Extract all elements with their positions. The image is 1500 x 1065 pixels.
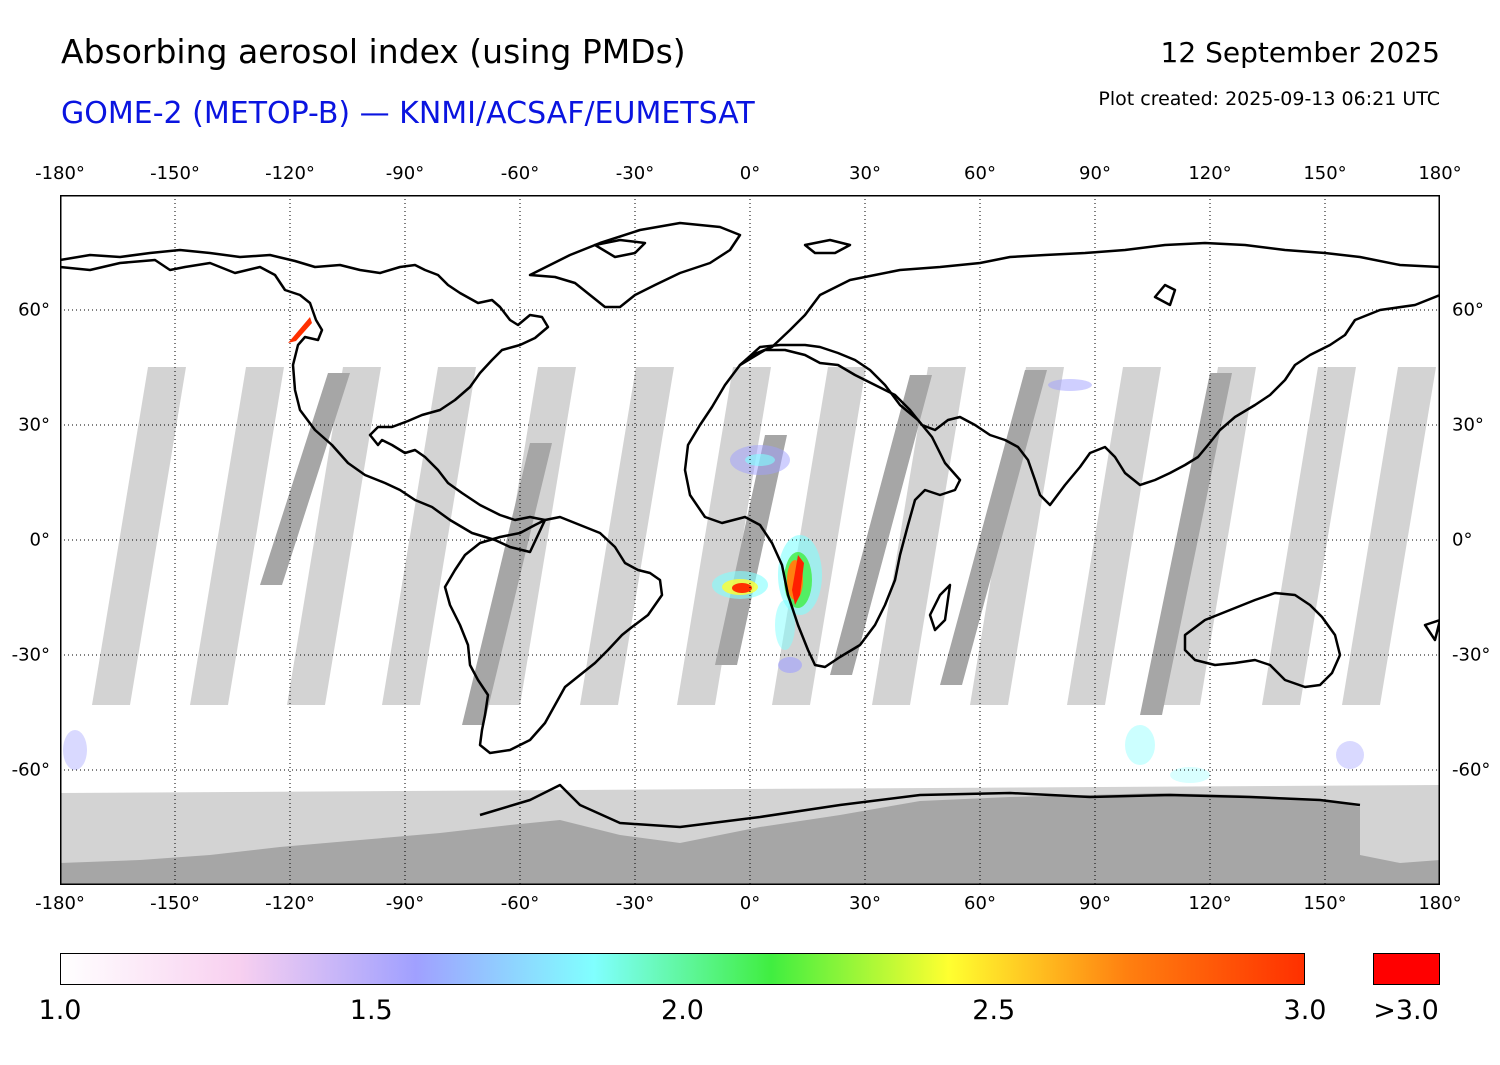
longitude-label-top: 90° — [1079, 163, 1111, 184]
longitude-label-bottom: -90° — [385, 893, 425, 914]
longitude-label-top: -120° — [265, 163, 315, 184]
longitude-label-bottom: 150° — [1303, 893, 1347, 914]
longitude-label-top: -30° — [615, 163, 655, 184]
latitude-label-right: -60° — [1452, 759, 1491, 781]
longitude-label-bottom: -60° — [500, 893, 540, 914]
instrument-subtitle: GOME-2 (METOP-B) — KNMI/ACSAF/EUMETSAT — [61, 96, 755, 131]
latitude-label-left: 0° — [29, 529, 50, 551]
latitude-label-right: 60° — [1452, 299, 1484, 321]
longitude-label-top: 120° — [1188, 163, 1232, 184]
observation-date: 12 September 2025 — [1160, 36, 1440, 69]
longitude-label-top: 30° — [849, 163, 881, 184]
orbit-gap-swath — [287, 367, 381, 705]
world-map — [60, 195, 1440, 885]
longitude-label-bottom: 0° — [739, 893, 761, 914]
latitude-label-left: 30° — [18, 414, 50, 436]
longitude-label-bottom: 120° — [1188, 893, 1232, 914]
colorbar-gradient — [60, 953, 1305, 985]
orbit-gap-swath-land — [260, 373, 350, 585]
coastlines — [60, 221, 1440, 829]
orbit-gap-swath-land — [715, 435, 787, 665]
colorbar-tick-label: 2.5 — [972, 995, 1016, 1026]
longitude-label-bottom: 60° — [964, 893, 996, 914]
orbit-gap-swath — [580, 367, 674, 705]
longitude-label-top: 150° — [1303, 163, 1347, 184]
latitude-label-right: -30° — [1452, 644, 1491, 666]
longitude-label-top: 0° — [739, 163, 761, 184]
longitude-label-bottom: 30° — [849, 893, 881, 914]
latitude-label-left: -30° — [11, 644, 50, 666]
colorbar-tick-label: 1.5 — [349, 995, 393, 1026]
orbit-gap-swath — [1067, 367, 1161, 705]
latitude-label-left: -60° — [11, 759, 50, 781]
aerosol-plumes — [63, 317, 1364, 783]
longitude-label-bottom: -180° — [35, 893, 85, 914]
colorbar-tick-label: 3.0 — [1283, 995, 1327, 1026]
map-frame — [60, 195, 1440, 885]
colorbar-tick-label: 2.0 — [661, 995, 704, 1026]
longitude-label-top: -180° — [35, 163, 85, 184]
orbit-gap-swath-land — [1140, 373, 1232, 715]
longitude-label-bottom: 180° — [1418, 893, 1462, 914]
longitude-label-bottom: -120° — [265, 893, 315, 914]
orbit-gap-swath — [190, 367, 284, 705]
orbit-gap-swath — [382, 367, 476, 705]
orbit-gap-swath-land — [830, 375, 932, 675]
no-data-swaths — [92, 367, 1436, 725]
longitude-label-top: -60° — [500, 163, 540, 184]
latitude-label-right: 30° — [1452, 414, 1484, 436]
orbit-gap-swath — [92, 367, 186, 705]
longitude-label-bottom: -30° — [615, 893, 655, 914]
colorbar-tick-label: 1.0 — [38, 995, 82, 1026]
orbit-gap-swath — [1162, 367, 1256, 705]
latitude-label-right: 0° — [1452, 529, 1473, 551]
longitude-label-top: -150° — [150, 163, 200, 184]
colorbar-overflow-box — [1373, 953, 1440, 985]
longitude-label-top: -90° — [385, 163, 425, 184]
plot-title: Absorbing aerosol index (using PMDs) — [61, 32, 686, 71]
orbit-gap-swath — [970, 367, 1064, 705]
longitude-label-bottom: 90° — [1079, 893, 1111, 914]
orbit-gap-swath — [1262, 367, 1356, 705]
orbit-gap-swath — [1342, 367, 1436, 705]
longitude-label-top: 60° — [964, 163, 996, 184]
longitude-label-bottom: -150° — [150, 893, 200, 914]
orbit-gap-swath — [872, 367, 966, 705]
plot-created-timestamp: Plot created: 2025-09-13 06:21 UTC — [1098, 88, 1440, 110]
latitude-label-left: 60° — [18, 299, 50, 321]
graticule-lines — [60, 195, 1440, 885]
colorbar-overflow-label: >3.0 — [1373, 995, 1439, 1026]
longitude-label-top: 180° — [1418, 163, 1462, 184]
